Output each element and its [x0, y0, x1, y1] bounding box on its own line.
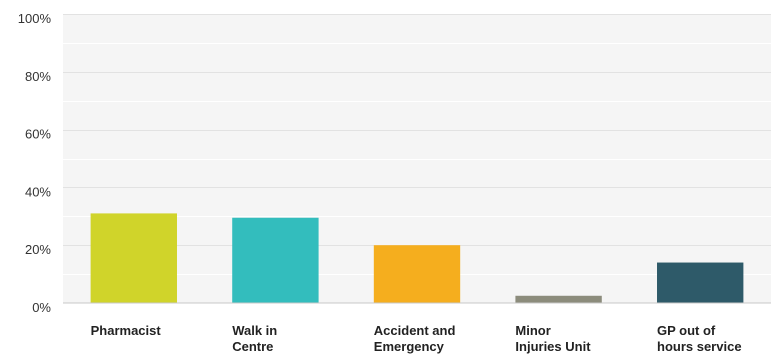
x-axis-labels: Pharmacist Walk in Centre Accident and Emerg…	[91, 323, 742, 354]
bar	[232, 217, 319, 303]
x-category-label: Minor Injuries Unit	[515, 323, 591, 354]
bar	[90, 213, 177, 303]
y-tick-label: 80%	[25, 69, 51, 84]
y-tick-label: 100%	[18, 11, 52, 26]
y-tick-label: 0%	[32, 300, 51, 315]
y-tick-label: 40%	[25, 184, 51, 199]
x-category-label: Accident and Emergency	[374, 323, 456, 354]
bars	[90, 213, 744, 303]
y-tick-label: 60%	[25, 127, 51, 142]
x-category-label: Pharmacist	[91, 323, 162, 338]
x-category-label: GP out of hours service	[657, 323, 742, 354]
y-axis-ticks: 0% 20% 40% 60% 80% 100%	[18, 11, 52, 315]
x-category-label: Walk in Centre	[232, 323, 277, 354]
bar	[373, 245, 461, 303]
bar	[657, 262, 744, 303]
y-tick-label: 20%	[25, 242, 51, 257]
bar	[515, 295, 602, 303]
